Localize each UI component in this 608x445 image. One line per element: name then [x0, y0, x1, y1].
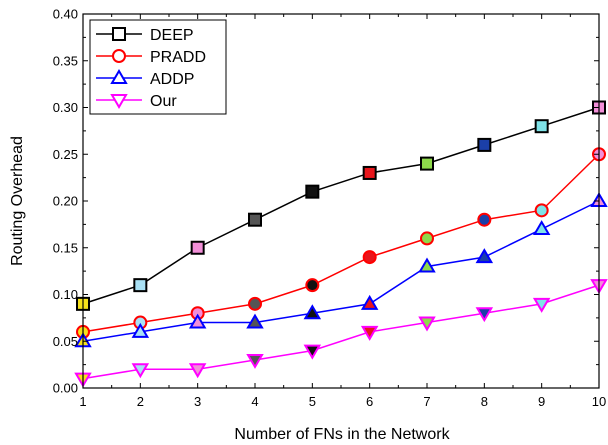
legend-marker-addp: [110, 69, 128, 84]
y-tick-label: 0.30: [53, 100, 78, 115]
data-point-pradd: [362, 250, 377, 265]
y-axis-title: Routing Overhead: [9, 136, 26, 266]
y-tick-label: 0.20: [53, 194, 78, 209]
y-tick-label: 0.25: [53, 147, 78, 162]
legend-label-pradd: PRADD: [150, 49, 206, 66]
data-point-our: [532, 297, 551, 313]
y-tick-label: 0.05: [53, 334, 78, 349]
data-point-our: [188, 363, 207, 379]
axes: 0.00 0.05 0.10 0.15 0.20 0.25 0.30 0.35 0.40 1 2 3 4…: [53, 7, 607, 410]
data-point-addp: [475, 248, 494, 264]
y-tick-label: 0.15: [53, 240, 78, 255]
data-point-addp: [360, 294, 379, 310]
data-point-pradd: [477, 212, 492, 227]
data-point-deep: [305, 184, 320, 199]
legend-entry-deep: DEEP: [96, 27, 194, 44]
legend-label-our: Our: [150, 93, 177, 110]
legend-marker-deep: [112, 27, 126, 41]
data-point-our: [303, 344, 322, 360]
legend-label-deep: DEEP: [150, 27, 194, 44]
legend: DEEP PRADD ADDP Our: [89, 19, 227, 115]
data-point-deep: [420, 156, 434, 171]
y-tick-label: 0.35: [53, 53, 78, 68]
x-tick-label: 7: [423, 394, 430, 409]
series-our: [74, 279, 608, 388]
series-line-deep: [82, 106, 600, 305]
data-point-pradd: [420, 231, 434, 246]
legend-entry-addp: ADDP: [96, 69, 194, 88]
data-point-deep: [477, 137, 492, 152]
data-point-our: [418, 316, 436, 332]
data-point-our: [131, 363, 150, 379]
x-tick-label: 2: [137, 394, 144, 409]
series-pradd: [76, 147, 606, 339]
x-tick-label: 6: [366, 394, 373, 409]
y-tick-label: 0.40: [53, 7, 78, 22]
legend-marker-our: [110, 94, 128, 109]
data-point-our: [360, 325, 379, 341]
data-point-addp: [418, 257, 436, 273]
data-point-deep: [248, 212, 262, 227]
x-axis-title: Number of FNs in the Network: [234, 426, 450, 443]
data-point-pradd: [534, 203, 549, 218]
data-point-deep: [534, 119, 549, 134]
series-addp: [74, 192, 608, 348]
data-point-our: [246, 353, 264, 369]
data-point-deep: [362, 165, 377, 180]
series-line-pradd: [82, 153, 600, 333]
legend-entry-pradd: PRADD: [96, 49, 206, 66]
series-deep: [76, 100, 606, 311]
legend-label-addp: ADDP: [150, 71, 194, 88]
y-tick-label: 0.00: [53, 381, 78, 396]
data-point-pradd: [305, 278, 320, 293]
x-tick-label: 9: [538, 394, 545, 409]
series-line-our: [82, 284, 600, 380]
x-tick-label: 8: [481, 394, 488, 409]
x-tick-label: 5: [309, 394, 316, 409]
data-point-addp: [188, 313, 207, 329]
x-tick-label: 4: [251, 394, 258, 409]
data-point-deep: [133, 278, 148, 293]
data-point-pradd: [248, 296, 262, 311]
y-tick-label: 0.10: [53, 287, 78, 302]
x-tick-label: 10: [592, 394, 606, 409]
series-line-addp: [82, 200, 600, 342]
data-point-addp: [246, 313, 264, 329]
data-point-addp: [303, 304, 322, 320]
data-point-addp: [131, 322, 150, 338]
data-point-our: [475, 307, 494, 323]
legend-marker-pradd: [112, 49, 126, 63]
plot-area: [74, 100, 608, 388]
data-point-deep: [190, 240, 205, 255]
legend-entry-our: Our: [96, 93, 177, 110]
data-point-addp: [532, 220, 551, 236]
x-tick-label: 1: [79, 394, 86, 409]
x-tick-label: 3: [194, 394, 201, 409]
